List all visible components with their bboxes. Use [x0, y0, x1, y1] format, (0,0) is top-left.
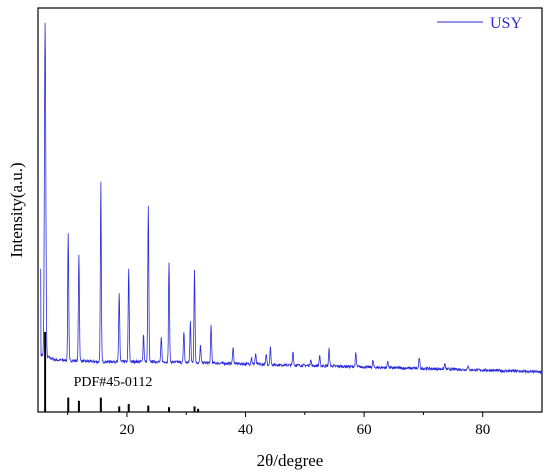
usy-line [40, 22, 543, 375]
plot-frame [37, 7, 543, 413]
reference-label: PDF#45-0112 [74, 375, 153, 390]
legend-label-usy: USY [490, 15, 522, 32]
plot-area: 20 40 60 80 [37, 7, 543, 438]
x-tick-label: 40 [238, 422, 253, 438]
x-tick-label: 20 [119, 422, 134, 438]
x-axis-ticks: 20 40 60 80 [67, 412, 490, 438]
x-tick-label: 60 [357, 422, 372, 438]
y-axis-label: Intensity(a.u.) [7, 162, 26, 257]
legend: USY [437, 15, 522, 32]
x-tick-label: 80 [475, 422, 490, 438]
reference-pattern [44, 332, 200, 412]
x-axis-label: 2θ/degree [257, 451, 324, 470]
